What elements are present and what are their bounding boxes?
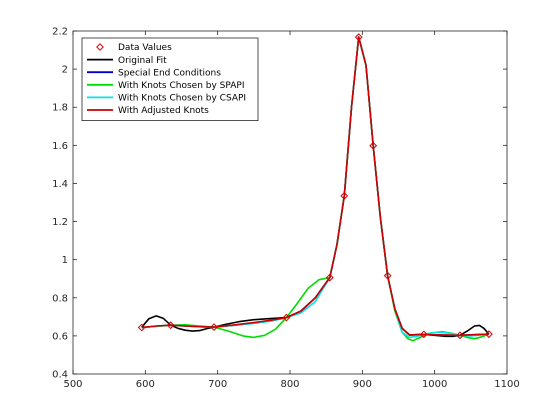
x-tick-label: 1100 (494, 379, 519, 390)
data-point-marker (383, 271, 392, 280)
y-tick-label: 0.4 (52, 370, 68, 381)
y-tick-label: 2.2 (52, 27, 68, 38)
x-tick-label: 900 (353, 379, 372, 390)
x-tick-label: 500 (63, 379, 82, 390)
data-point-marker (369, 141, 378, 150)
data-point-marker (210, 323, 218, 332)
data-point-marker (137, 323, 146, 332)
y-tick-label: 1.4 (52, 179, 68, 190)
legend-entry-label: With Knots Chosen by SPAPI (118, 81, 244, 91)
y-tick-label: 1.2 (52, 217, 68, 228)
y-tick-label: 1 (62, 255, 68, 266)
x-tick-label: 1000 (422, 379, 447, 390)
data-point-marker (354, 33, 363, 42)
legend-marker (96, 43, 104, 51)
y-tick-label: 0.8 (52, 293, 68, 304)
y-tick-label: 1.6 (52, 141, 68, 152)
legend-entry-label: With Knots Chosen by CSAPI (118, 94, 246, 104)
data-point-marker (166, 321, 175, 330)
data-point-marker (340, 191, 349, 200)
legend-entry-label: Original Fit (118, 56, 167, 66)
legend: Data Values Original Fit Special End Condi… (81, 37, 259, 121)
series-layer (137, 33, 493, 342)
data-point-marker (456, 331, 464, 340)
y-tick-label: 2 (62, 65, 68, 76)
legend-entry-label: Data Values (118, 43, 172, 53)
axes-layer: 500 600 700 800 900 1000 1100 0.4 0.6 0.8 1 1.2 1.4 1… (52, 27, 520, 391)
data-point-marker (485, 330, 493, 339)
legend-entry-label: Special End Conditions (118, 68, 221, 78)
y-tick-label: 0.6 (52, 331, 68, 342)
x-tick-label: 800 (280, 379, 299, 390)
legend-entry-label: With Adjusted Knots (118, 106, 209, 116)
data-point-marker (419, 330, 428, 339)
x-tick-label: 600 (136, 379, 155, 390)
series-line-5 (141, 36, 489, 337)
data-point-marker (325, 273, 334, 282)
legend-box (81, 37, 259, 121)
y-tick-label: 1.8 (52, 103, 68, 114)
data-point-marker (282, 313, 291, 322)
x-tick-label: 700 (208, 379, 227, 390)
